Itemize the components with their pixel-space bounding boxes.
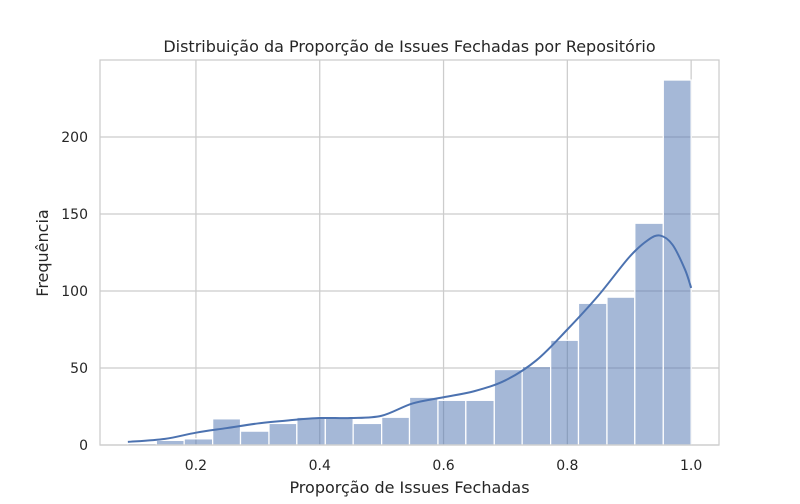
histogram-bar (634, 222, 664, 446)
histogram-bar (521, 365, 552, 446)
histogram-bar (550, 339, 580, 446)
histogram-bar (606, 296, 636, 446)
histogram-bar (577, 302, 608, 446)
histogram-bar (239, 430, 270, 446)
kde-curve-layer (127, 234, 693, 443)
x-tick-label: 0.6 (432, 458, 454, 474)
histogram-bar (212, 418, 242, 446)
histogram-bar (296, 416, 326, 446)
y-tick-label: 100 (61, 284, 88, 300)
histogram-bar (437, 399, 467, 446)
histogram-bar (155, 439, 185, 446)
histogram-bar (352, 422, 383, 446)
y-tick-label: 200 (61, 130, 88, 146)
chart-title: Distribuição da Proporção de Issues Fech… (163, 37, 655, 56)
plot-frame (99, 59, 720, 446)
x-tick-label: 0.8 (556, 458, 578, 474)
x-axis-label: Proporção de Issues Fechadas (289, 478, 529, 497)
histogram-bar (408, 396, 439, 446)
histogram-bars (127, 79, 692, 446)
histogram-bar (268, 422, 298, 446)
histogram-bar (493, 368, 523, 446)
y-tick-labels: 0 50 100 150 200 (61, 130, 88, 454)
x-tick-label: 0.4 (309, 458, 331, 474)
histogram-bar (324, 416, 354, 446)
y-tick-label: 0 (79, 438, 88, 454)
y-axis-label: Frequência (33, 209, 52, 296)
y-tick-label: 150 (61, 207, 88, 223)
x-tick-labels: 0.2 0.4 0.6 0.8 1.0 (185, 458, 702, 474)
histogram-bar (662, 79, 692, 446)
x-tick-label: 1.0 (680, 458, 702, 474)
y-tick-label: 50 (70, 361, 88, 377)
histogram-bar (183, 438, 214, 446)
kde-curve (127, 234, 693, 443)
histogram-bar (465, 399, 495, 446)
histogram-bar (381, 416, 411, 446)
x-tick-label: 0.2 (185, 458, 207, 474)
